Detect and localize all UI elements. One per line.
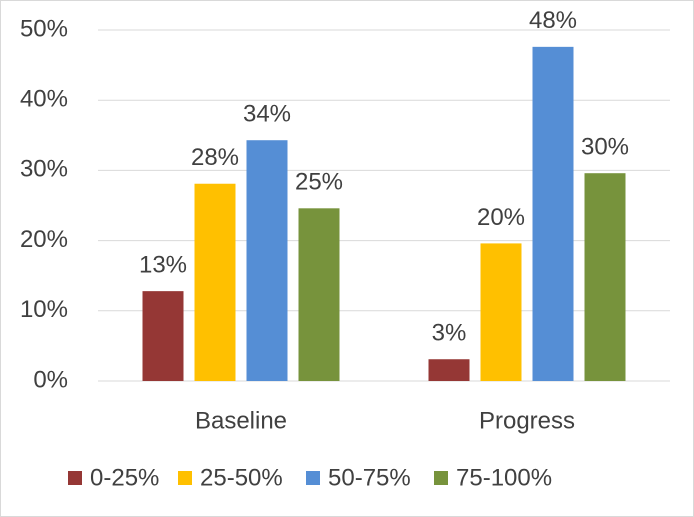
legend-swatch xyxy=(178,471,192,485)
y-tick-label: 40% xyxy=(20,86,68,113)
legend-swatch xyxy=(68,471,82,485)
data-label: 48% xyxy=(529,7,577,34)
legend-swatch xyxy=(434,471,448,485)
data-label: 34% xyxy=(243,101,291,128)
legend-swatch xyxy=(306,471,320,485)
legend-label: 25-50% xyxy=(200,464,283,491)
bar xyxy=(584,173,626,381)
legend-label: 50-75% xyxy=(328,464,411,491)
bar xyxy=(142,291,184,381)
data-label: 30% xyxy=(581,134,629,161)
x-tick-label: Progress xyxy=(479,407,575,434)
y-tick-label: 30% xyxy=(20,156,68,183)
bar xyxy=(298,208,340,381)
y-tick-label: 0% xyxy=(33,366,68,393)
bar xyxy=(480,243,522,381)
y-tick-label: 10% xyxy=(20,296,68,323)
y-tick-label: 20% xyxy=(20,226,68,253)
bar xyxy=(532,46,574,382)
bar xyxy=(194,183,236,381)
data-label: 13% xyxy=(139,251,187,278)
bar xyxy=(246,140,288,381)
data-label: 20% xyxy=(477,204,525,231)
data-label: 3% xyxy=(432,320,467,347)
data-label: 25% xyxy=(295,169,343,196)
legend-label: 75-100% xyxy=(456,464,552,491)
data-label: 28% xyxy=(191,144,239,171)
legend-label: 0-25% xyxy=(90,464,159,491)
y-tick-label: 50% xyxy=(20,15,68,42)
bar xyxy=(428,359,470,381)
x-tick-label: Baseline xyxy=(195,407,287,434)
